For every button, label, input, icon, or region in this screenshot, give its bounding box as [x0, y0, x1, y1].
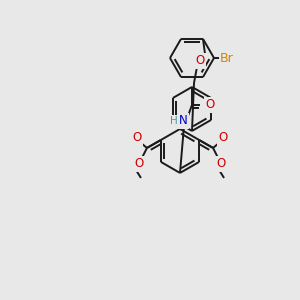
Text: N: N — [178, 114, 188, 128]
Text: Br: Br — [220, 52, 234, 64]
Text: O: O — [216, 158, 226, 170]
Text: O: O — [218, 131, 228, 144]
Text: H: H — [170, 116, 178, 126]
Text: O: O — [195, 54, 205, 68]
Text: O: O — [132, 131, 142, 144]
Text: O: O — [206, 98, 214, 111]
Text: O: O — [134, 158, 144, 170]
